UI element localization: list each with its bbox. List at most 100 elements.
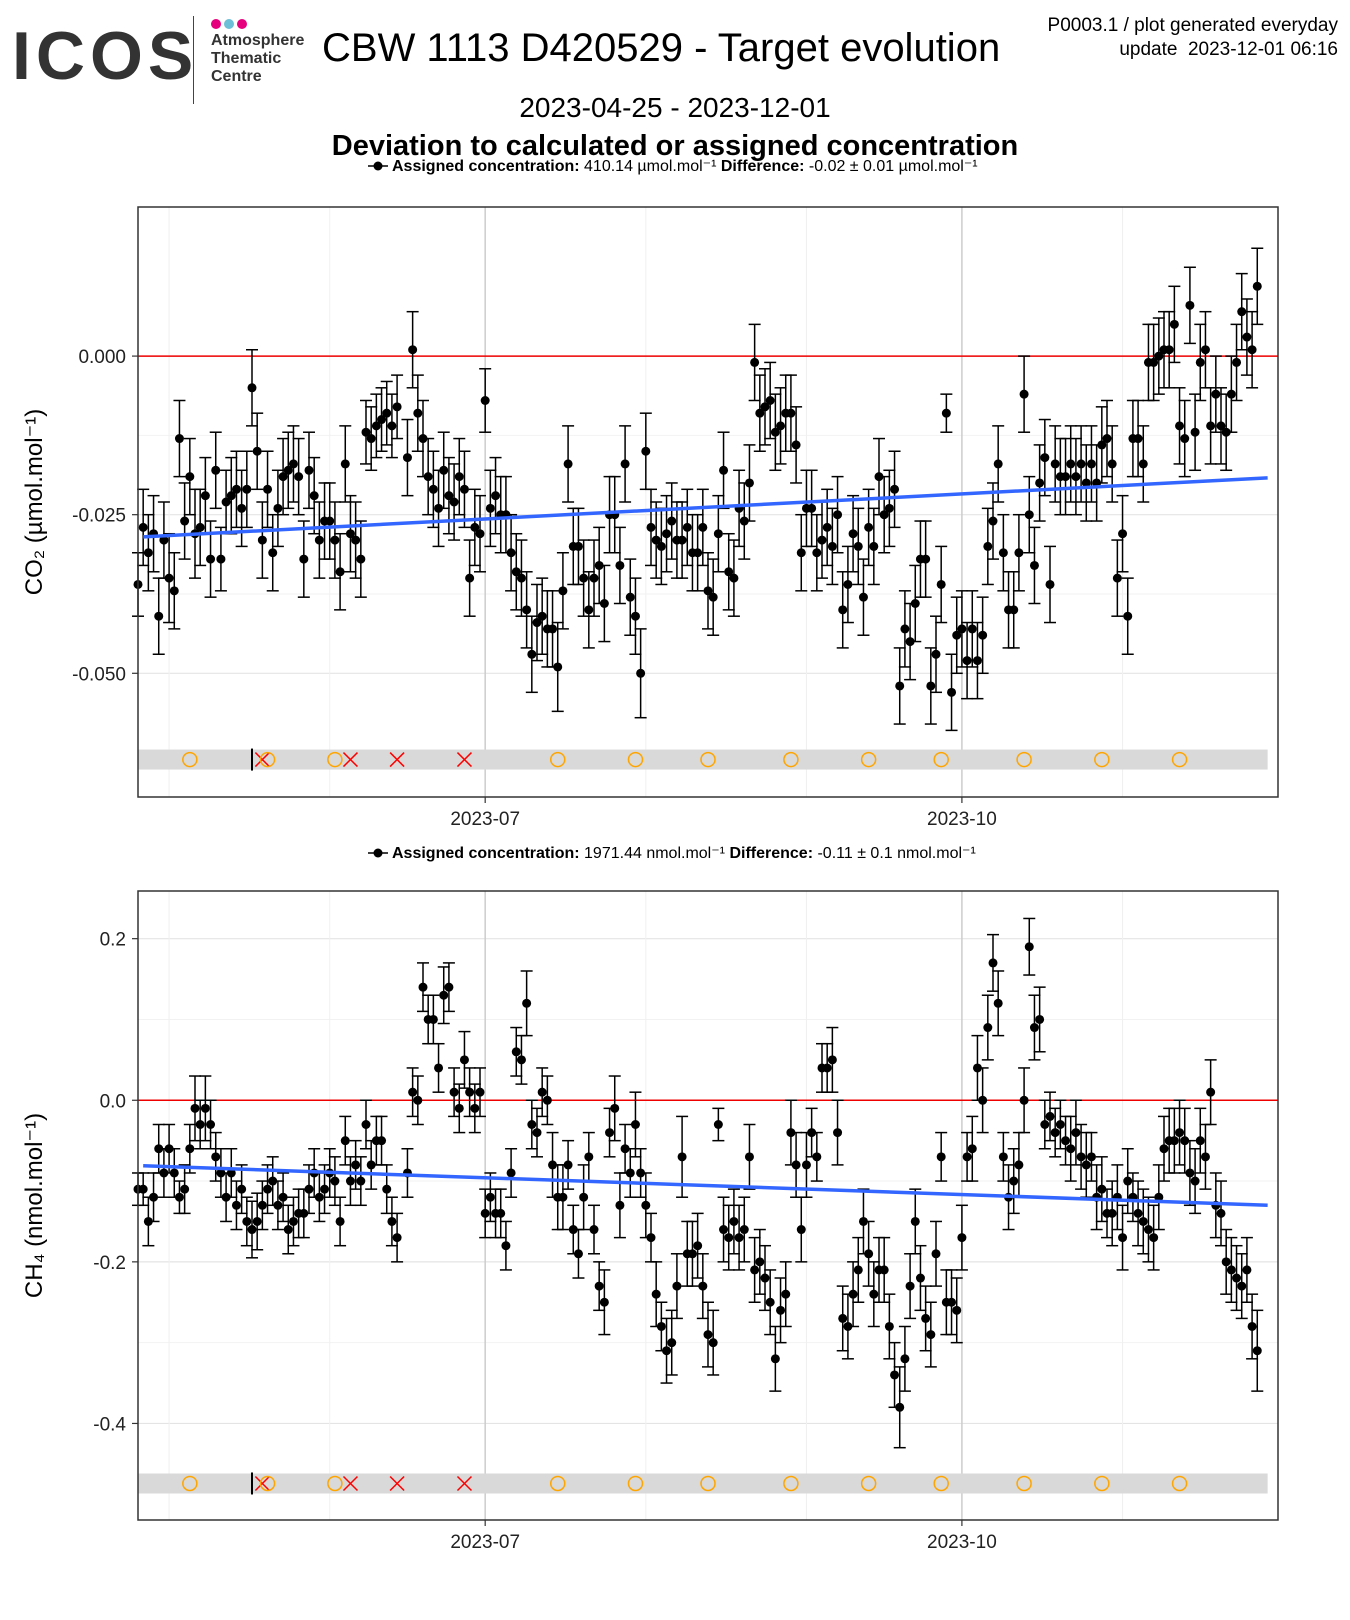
data-point — [1154, 351, 1164, 361]
data-point — [962, 656, 972, 666]
data-point — [1133, 434, 1143, 444]
data-point — [1066, 1144, 1076, 1154]
data-point — [413, 1095, 423, 1105]
data-point — [1123, 611, 1133, 621]
data-point — [532, 618, 542, 628]
data-point — [998, 548, 1008, 558]
page-title: CBW 1113 D420529 - Target evolution — [322, 26, 1001, 70]
data-point — [713, 1120, 723, 1130]
data-point — [884, 1321, 894, 1331]
data-point — [838, 1313, 848, 1323]
legend: Assigned concentration: 410.14 µmol.mol⁻… — [368, 158, 978, 175]
data-point — [599, 1297, 609, 1307]
data-point — [853, 541, 863, 551]
status-flag-marker — [456, 1475, 472, 1492]
data-point — [1040, 1120, 1050, 1130]
data-point — [1112, 573, 1122, 583]
data-point — [905, 1281, 915, 1291]
data-point — [190, 1103, 200, 1113]
data-point — [1045, 1111, 1055, 1121]
data-point — [226, 1168, 236, 1178]
data-point — [1081, 1160, 1091, 1170]
data-point — [895, 681, 905, 691]
data-point — [1009, 605, 1019, 615]
data-point — [947, 1297, 957, 1307]
y-tick-label: 0.0 — [100, 1091, 126, 1112]
atc-line: Centre — [211, 68, 262, 85]
data-point — [283, 465, 293, 475]
data-point — [952, 630, 962, 640]
data-point — [449, 497, 459, 507]
data-point — [480, 1208, 490, 1218]
data-point — [610, 1103, 620, 1113]
data-point — [558, 1192, 568, 1202]
data-point — [1024, 510, 1034, 520]
data-point — [185, 472, 195, 482]
trend-line — [143, 476, 1268, 539]
data-point — [656, 1321, 666, 1331]
data-point — [288, 459, 298, 469]
data-point — [931, 649, 941, 659]
data-point — [698, 522, 708, 532]
data-point — [335, 567, 345, 577]
data-point — [1242, 1265, 1252, 1275]
data-point — [1045, 579, 1055, 589]
data-point — [351, 1160, 361, 1170]
chart-panel-ch4: 0.2 0.0 -0.2 -0.4 2023-07 2023-10 CH₄ (nmol.mo… — [21, 845, 1279, 1553]
data-point — [739, 516, 749, 526]
data-point — [340, 459, 350, 469]
y-axis-title: CO₂ (µmol.mol⁻¹) — [21, 409, 48, 595]
data-point — [1061, 472, 1071, 482]
data-point — [159, 1168, 169, 1178]
y-tick-label: 0.2 — [100, 930, 126, 951]
data-point — [926, 1330, 936, 1340]
data-point — [1206, 421, 1216, 431]
data-point — [584, 1152, 594, 1162]
data-point — [827, 541, 837, 551]
flag-stroke — [456, 1475, 472, 1492]
data-point — [1014, 548, 1024, 558]
data-point — [537, 611, 547, 621]
data-point — [480, 395, 490, 405]
data-point — [563, 1160, 573, 1170]
legend-text: Assigned concentration: 410.14 µmol.mol⁻… — [392, 158, 978, 175]
data-point — [247, 383, 257, 393]
data-point — [211, 465, 221, 475]
legend-difference-value: -0.02 ± 0.01 µmol.mol⁻¹ — [809, 158, 978, 175]
data-point — [833, 510, 843, 520]
data-point — [470, 522, 480, 532]
data-point — [1035, 1014, 1045, 1024]
data-point — [972, 1063, 982, 1073]
data-point — [470, 1103, 480, 1113]
status-ok-marker — [627, 1475, 644, 1492]
data-point — [402, 453, 412, 463]
status-flag-marker — [389, 1475, 405, 1492]
status-ok-marker — [259, 751, 276, 768]
data-point — [1149, 357, 1159, 367]
data-point — [1159, 1144, 1169, 1154]
data-point — [812, 548, 822, 558]
data-point — [206, 1120, 216, 1130]
data-point — [599, 599, 609, 609]
data-point — [1242, 332, 1252, 342]
data-point — [978, 1095, 988, 1105]
data-point — [1185, 300, 1195, 310]
data-point — [646, 522, 656, 532]
status-ok-marker — [327, 751, 343, 768]
data-point — [174, 434, 184, 444]
data-point — [755, 408, 765, 418]
data-point — [459, 484, 469, 494]
data-point — [765, 395, 775, 405]
data-point — [941, 408, 951, 418]
status-band — [138, 1473, 1268, 1494]
data-point — [1221, 1257, 1231, 1267]
data-point — [314, 535, 324, 545]
data-point — [776, 421, 786, 431]
data-point — [1035, 478, 1045, 488]
data-point — [931, 1249, 941, 1259]
data-point — [910, 599, 920, 609]
data-point — [1071, 472, 1081, 482]
data-point — [361, 1120, 371, 1130]
data-point — [516, 1055, 526, 1065]
data-point — [848, 529, 858, 539]
